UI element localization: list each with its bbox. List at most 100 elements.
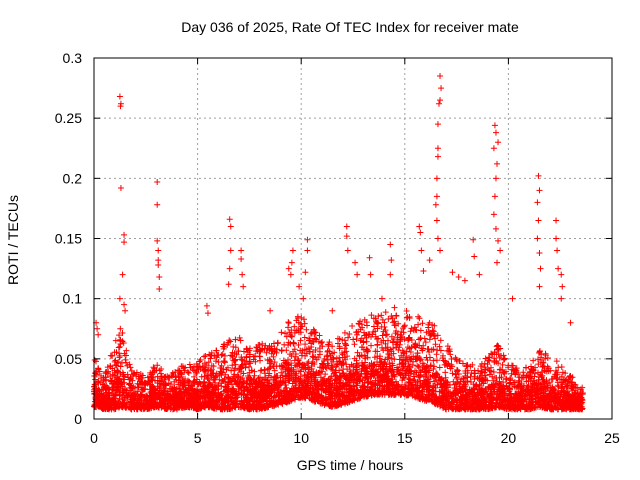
dense-point (374, 359, 381, 366)
data-point (226, 265, 233, 272)
dense-point (99, 381, 106, 388)
dense-point (539, 362, 546, 369)
dense-point (297, 387, 304, 394)
dense-point (268, 343, 275, 350)
dense-point (133, 369, 140, 376)
dense-point (384, 382, 391, 389)
dense-point (285, 320, 292, 327)
dense-point (391, 318, 398, 325)
data-point (354, 271, 361, 278)
dense-point (233, 397, 240, 404)
dense-point (235, 348, 242, 355)
dense-point (91, 357, 98, 364)
dense-point (268, 401, 275, 408)
dense-point (336, 383, 343, 390)
data-point (156, 274, 163, 281)
data-point (553, 235, 560, 242)
dense-point (257, 367, 264, 374)
dense-point (212, 379, 219, 386)
dense-point (397, 388, 404, 395)
dense-point (530, 357, 537, 364)
data-point (366, 254, 373, 261)
data-point (155, 261, 162, 268)
dense-point (403, 307, 410, 314)
dense-point (198, 390, 205, 397)
dense-point (144, 380, 151, 387)
dense-point (280, 357, 287, 364)
dense-point (478, 400, 485, 407)
data-point (426, 257, 433, 264)
dense-point (283, 347, 290, 354)
dense-point (263, 349, 270, 356)
dense-point (393, 328, 400, 335)
dense-point (246, 353, 253, 360)
dense-scatter-band (91, 304, 586, 413)
dense-point (135, 384, 142, 391)
data-point (534, 199, 541, 206)
dense-point (282, 330, 289, 337)
dense-point (326, 348, 333, 355)
dense-point (217, 364, 224, 371)
dense-point (211, 374, 218, 381)
dense-point (518, 381, 525, 388)
data-point (437, 73, 444, 80)
dense-point (497, 345, 504, 352)
dense-point (426, 336, 433, 343)
dense-point (562, 370, 569, 377)
data-point (492, 129, 499, 136)
dense-point (453, 385, 460, 392)
dense-point (357, 337, 364, 344)
dense-point (552, 390, 559, 397)
dense-point (349, 323, 356, 330)
dense-point (245, 387, 252, 394)
dense-point (308, 344, 315, 351)
dense-point (437, 337, 444, 344)
dense-point (471, 375, 478, 382)
dense-point (346, 330, 353, 337)
dense-point (430, 366, 437, 373)
data-point (302, 269, 309, 276)
dense-point (272, 374, 279, 381)
dense-point (482, 355, 489, 362)
dense-point (286, 329, 293, 336)
dense-point (191, 393, 198, 400)
data-point (154, 178, 161, 185)
dense-point (235, 383, 242, 390)
dense-point (292, 378, 299, 385)
dense-point (459, 360, 466, 367)
dense-point (227, 395, 234, 402)
dense-point (165, 374, 172, 381)
dense-point (560, 388, 567, 395)
dense-point (297, 368, 304, 375)
dense-point (478, 368, 485, 375)
dense-point (432, 388, 439, 395)
dense-point (148, 395, 155, 402)
dense-point (121, 373, 128, 380)
dense-point (115, 399, 122, 406)
dense-point (414, 362, 421, 369)
dense-point (416, 355, 423, 362)
dense-point (432, 341, 439, 348)
dense-point (397, 371, 404, 378)
data-point (387, 241, 394, 248)
dense-point (569, 374, 576, 381)
dense-point (435, 377, 442, 384)
data-point (154, 201, 161, 208)
dense-point (354, 331, 361, 338)
data-point (287, 271, 294, 278)
dense-point (149, 376, 156, 383)
dense-point (176, 374, 183, 381)
dense-point (319, 339, 326, 346)
dense-point (478, 378, 485, 385)
data-point (203, 302, 210, 309)
dense-point (329, 343, 336, 350)
dense-point (170, 372, 177, 379)
dense-point (388, 355, 395, 362)
data-point (536, 187, 543, 194)
dense-point (171, 378, 178, 385)
dense-point (131, 370, 138, 377)
dense-point (468, 406, 475, 413)
data-point (300, 295, 307, 302)
dense-point (252, 380, 259, 387)
data-point (558, 271, 565, 278)
